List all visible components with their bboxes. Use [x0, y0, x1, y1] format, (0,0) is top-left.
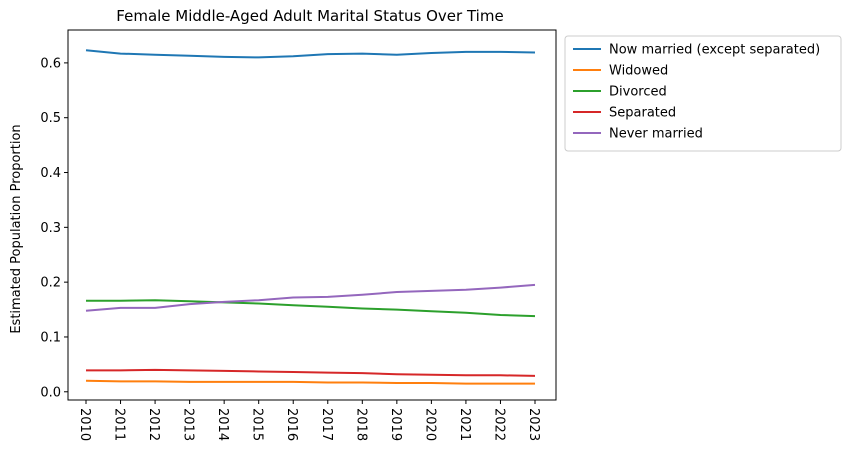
x-tick-label: 2013 [181, 408, 196, 441]
plot-frame [67, 29, 557, 401]
x-tick-label: 2012 [146, 408, 161, 441]
x-tick-label: 2018 [353, 408, 368, 441]
legend-label: Divorced [609, 85, 667, 100]
x-tick-label: 2016 [284, 408, 299, 441]
y-tick-label: 0.5 [40, 111, 61, 126]
x-tick-label: 2023 [526, 408, 541, 441]
x-tick-label: 2010 [77, 408, 92, 441]
legend-box [564, 35, 842, 152]
y-tick-label: 0.4 [40, 166, 61, 181]
x-tick-label: 2011 [112, 408, 127, 441]
legend-label: Widowed [609, 64, 668, 79]
series-line-1 [85, 49, 536, 59]
series-line-2 [85, 379, 535, 385]
legend: Now married (except separated) Widowed Div… [564, 35, 842, 152]
x-tick-label: 2017 [319, 408, 334, 441]
x-tick-label: 2014 [215, 408, 230, 441]
series-line-3 [86, 299, 536, 318]
y-tick-label: 0.1 [40, 330, 61, 345]
series-lines [85, 49, 536, 385]
legend-label: Now married (except separated) [609, 43, 820, 58]
legend-label: Separated [609, 106, 676, 121]
x-tick-label: 2020 [422, 408, 437, 441]
y-axis-label: Estimated Population Proportion [9, 124, 24, 333]
series-line-5 [85, 283, 536, 312]
x-tick-label: 2019 [388, 408, 403, 441]
x-tick-label: 2022 [491, 408, 506, 441]
series-line-4 [86, 368, 536, 377]
axes: 0.0 0.1 0.2 0.3 0.4 0.5 0.6 2010 2011 2012 2013 201… [40, 29, 557, 441]
y-tick-label: 0.3 [40, 221, 61, 236]
y-tick-label: 0.2 [40, 276, 61, 291]
x-tick-label: 2015 [250, 408, 265, 441]
legend-label: Never married [609, 127, 703, 142]
y-tick-label: 0.6 [40, 56, 61, 71]
x-tick-label: 2021 [457, 408, 472, 441]
chart-title: Female Middle-Aged Adult Marital Status … [116, 7, 503, 25]
y-tick-label: 0.0 [40, 385, 61, 400]
